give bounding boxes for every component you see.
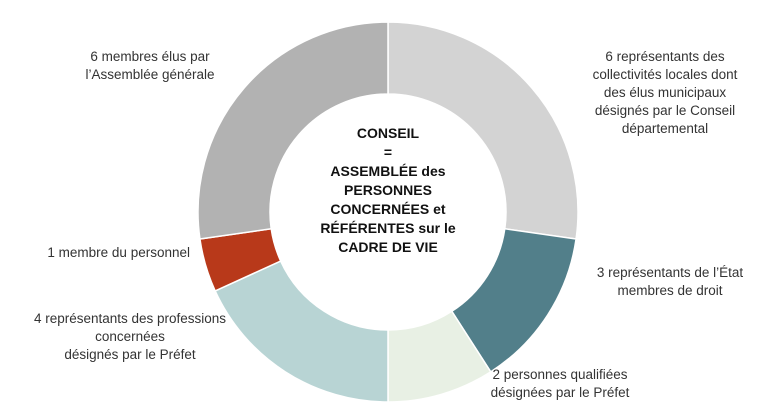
center-label-line: RÉFÉRENTES sur le bbox=[320, 220, 456, 236]
slice-label-personnel: 1 membre du personnel bbox=[47, 245, 190, 260]
center-label: CONSEIL = ASSEMBLÉE des PERSONNES CONCER… bbox=[298, 124, 478, 257]
slice-label-personnes-qualifiees: 2 personnes qualifiées désignées par le … bbox=[490, 367, 630, 400]
center-label-line: CADRE DE VIE bbox=[338, 239, 438, 255]
center-label-line: CONCERNÉES et bbox=[330, 201, 446, 217]
slice-label-etat: 3 représentants de l’État membres de dro… bbox=[596, 265, 744, 298]
center-label-line: = bbox=[383, 144, 393, 160]
slice-label-professions: 4 représentants des professions concerné… bbox=[33, 311, 227, 362]
center-label-line: PERSONNES bbox=[344, 182, 432, 198]
center-label-line: ASSEMBLÉE des bbox=[330, 163, 446, 179]
slice-label-collectivites: 6 représentants des collectivités locale… bbox=[592, 49, 738, 136]
center-label-line: CONSEIL bbox=[356, 125, 420, 141]
slice-label-membres-elus: 6 membres élus par l’Assemblée générale bbox=[85, 49, 215, 82]
donut-slice-5 bbox=[197, 21, 389, 240]
donut-slice-0 bbox=[387, 21, 579, 240]
